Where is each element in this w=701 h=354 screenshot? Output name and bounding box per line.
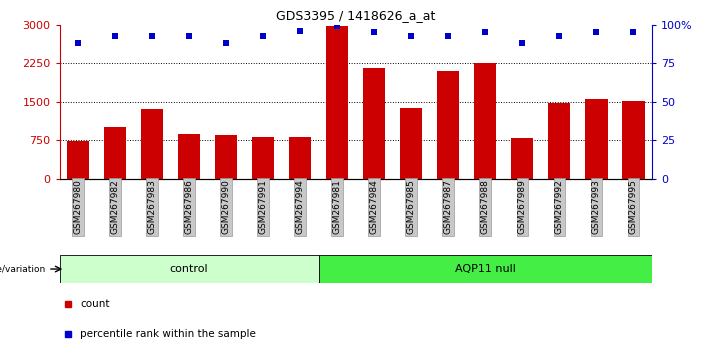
Bar [67, 141, 89, 179]
Bar [474, 63, 496, 179]
Text: GSM267986: GSM267986 [184, 179, 193, 234]
Text: GSM267989: GSM267989 [518, 179, 527, 234]
Bar [141, 109, 163, 179]
Bar [104, 127, 126, 179]
Bar [215, 135, 237, 179]
Point [294, 28, 306, 34]
Point [221, 40, 232, 46]
Text: GSM267981: GSM267981 [333, 179, 342, 234]
Text: GSM267992: GSM267992 [555, 179, 564, 234]
Point [332, 23, 343, 29]
Text: GSM267988: GSM267988 [481, 179, 490, 234]
Bar [289, 137, 311, 179]
Point [257, 33, 268, 38]
Point [369, 30, 380, 35]
Point [517, 40, 528, 46]
Bar [548, 103, 571, 179]
Bar [252, 137, 274, 179]
Bar [511, 138, 533, 179]
Text: control: control [170, 264, 208, 274]
Point [147, 33, 158, 38]
Text: GSM267991: GSM267991 [259, 179, 268, 234]
Text: GSM267985: GSM267985 [407, 179, 416, 234]
Point [406, 33, 417, 38]
Text: GSM267984: GSM267984 [369, 179, 379, 234]
Text: GSM267993: GSM267993 [592, 179, 601, 234]
Text: count: count [81, 299, 110, 309]
Point [591, 30, 602, 35]
Bar [400, 108, 423, 179]
Point [443, 33, 454, 38]
Text: GSM267980: GSM267980 [74, 179, 83, 234]
Text: genotype/variation: genotype/variation [0, 264, 46, 274]
Bar [363, 68, 386, 179]
Point [109, 33, 121, 38]
Point [72, 40, 83, 46]
Point [628, 30, 639, 35]
Bar [437, 71, 459, 179]
Text: GSM267987: GSM267987 [444, 179, 453, 234]
Bar [319, 255, 652, 283]
Bar [622, 101, 644, 179]
Title: GDS3395 / 1418626_a_at: GDS3395 / 1418626_a_at [276, 9, 435, 22]
Text: AQP11 null: AQP11 null [455, 264, 516, 274]
Text: GSM267995: GSM267995 [629, 179, 638, 234]
Point [479, 30, 491, 35]
Point [184, 33, 195, 38]
Bar [178, 134, 200, 179]
Text: GSM267982: GSM267982 [111, 179, 120, 234]
Text: GSM267990: GSM267990 [222, 179, 231, 234]
Point [554, 33, 565, 38]
Text: GSM267994: GSM267994 [296, 179, 305, 234]
Bar [326, 26, 348, 179]
Text: percentile rank within the sample: percentile rank within the sample [81, 329, 256, 339]
Bar [60, 255, 319, 283]
Text: GSM267983: GSM267983 [148, 179, 156, 234]
Bar [585, 99, 608, 179]
